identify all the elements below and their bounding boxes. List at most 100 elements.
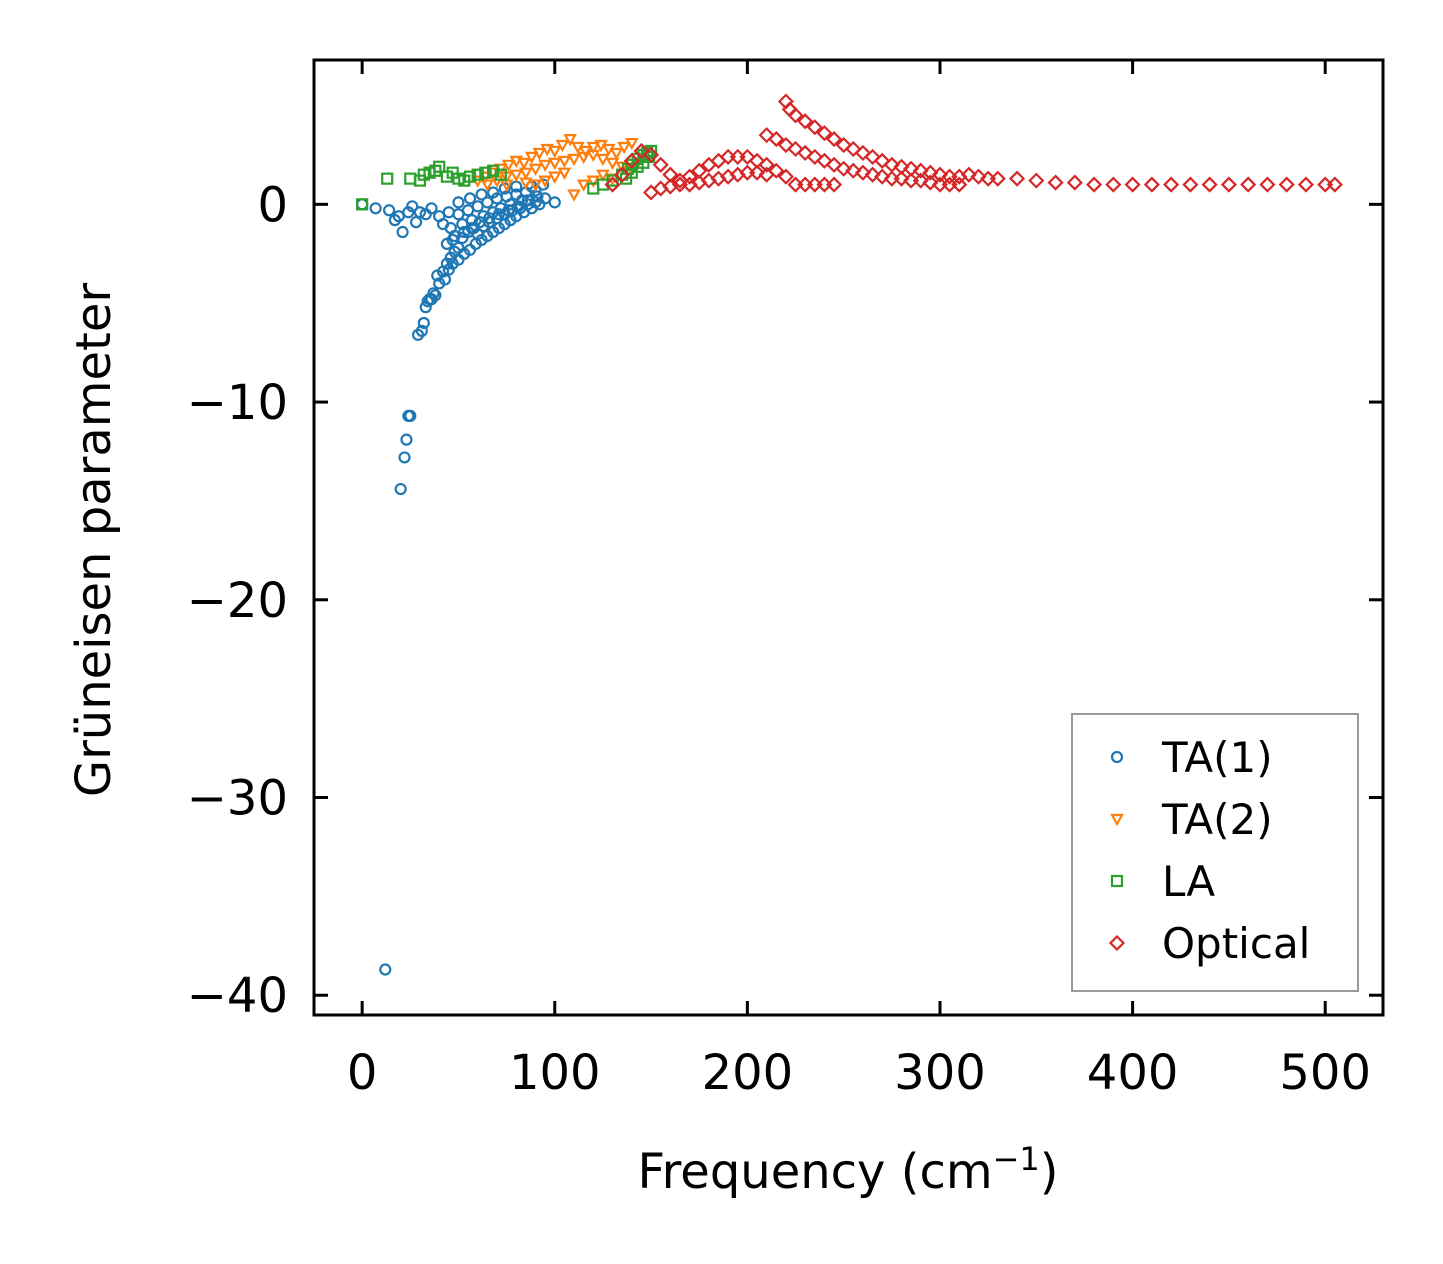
data-point	[413, 206, 427, 219]
data-point	[758, 166, 775, 183]
data-point	[1240, 176, 1257, 193]
data-point	[446, 257, 459, 270]
data-point	[442, 206, 455, 219]
data-point	[404, 172, 417, 185]
data-point	[989, 170, 1006, 187]
data-point	[960, 166, 977, 183]
axis-ticks: 0 100 200 300 400 500 0 −10 −20 −30 −40	[187, 60, 1383, 1101]
data-point	[797, 144, 814, 161]
y-tick-label: −40	[187, 968, 288, 1024]
data-point	[609, 147, 624, 161]
data-point	[681, 168, 698, 185]
series-optical	[604, 93, 1343, 201]
data-point	[433, 160, 446, 173]
data-point	[452, 208, 465, 221]
data-point	[1297, 176, 1315, 193]
data-point	[768, 131, 785, 148]
y-tick-label: −10	[187, 375, 288, 431]
data-point	[1220, 176, 1237, 193]
data-point	[816, 152, 833, 169]
data-point	[604, 176, 621, 193]
data-point	[396, 225, 409, 239]
x-tick-label: 500	[1279, 1045, 1371, 1101]
data-point	[845, 162, 862, 179]
data-point	[548, 196, 561, 209]
data-point	[586, 149, 601, 163]
data-point	[596, 169, 610, 182]
data-point	[893, 170, 910, 187]
series-ta-1	[356, 178, 561, 976]
data-point	[970, 168, 987, 185]
data-point	[739, 148, 756, 165]
data-point	[400, 433, 413, 446]
legend-marker-triangle-down	[1110, 813, 1124, 827]
data-point	[475, 188, 488, 201]
data-point	[501, 159, 516, 173]
data-point	[1182, 176, 1199, 193]
data-point	[806, 148, 823, 165]
data-point	[517, 157, 531, 171]
data-point	[912, 172, 929, 189]
data-point	[547, 145, 562, 159]
data-point	[748, 164, 766, 181]
data-point	[417, 316, 430, 330]
data-point	[567, 153, 581, 167]
data-point	[1086, 176, 1103, 193]
x-tick-label: 200	[702, 1045, 794, 1101]
data-point	[854, 144, 872, 161]
data-point	[777, 136, 794, 154]
data-point	[452, 196, 465, 209]
data-point	[465, 214, 479, 227]
data-point	[854, 164, 872, 181]
data-point	[633, 142, 650, 160]
data-point	[874, 152, 891, 169]
data-point	[787, 107, 804, 124]
data-point	[381, 172, 394, 185]
data-point	[1259, 176, 1276, 193]
data-point	[538, 159, 553, 173]
data-point	[494, 168, 507, 181]
data-point	[547, 157, 562, 171]
data-point	[463, 192, 477, 205]
data-point	[538, 175, 553, 188]
data-point	[816, 125, 833, 142]
legend-label: TA(2)	[1161, 795, 1273, 844]
data-point	[532, 147, 547, 161]
data-point	[845, 140, 862, 158]
legend-marker-diamond	[1108, 934, 1126, 952]
y-tick-label: 0	[257, 177, 288, 233]
data-point	[487, 186, 500, 199]
data-point	[498, 182, 511, 195]
data-point	[768, 162, 785, 179]
legend-label: LA	[1162, 857, 1215, 906]
data-point	[479, 166, 492, 179]
data-point	[519, 167, 533, 180]
data-point	[825, 131, 843, 148]
data-point	[864, 166, 881, 183]
data-point	[951, 176, 968, 193]
legend-item: TA(2)	[1110, 795, 1273, 844]
data-point	[922, 174, 939, 191]
x-tick-label: 100	[509, 1045, 601, 1101]
x-tick-label: 0	[347, 1045, 378, 1101]
data-point	[586, 141, 601, 155]
data-point	[797, 113, 814, 130]
data-point	[617, 141, 631, 155]
data-point	[406, 200, 419, 213]
data-point	[614, 166, 631, 183]
data-point	[874, 168, 891, 185]
data-point	[1278, 176, 1295, 193]
data-point	[1124, 176, 1141, 193]
data-point	[379, 963, 392, 976]
data-point	[931, 166, 949, 183]
data-point	[567, 189, 581, 202]
data-point	[480, 179, 495, 192]
data-point	[1028, 172, 1045, 189]
data-point	[806, 119, 823, 136]
data-point	[524, 151, 539, 165]
legend-label: Optical	[1162, 919, 1310, 968]
data-point	[555, 139, 570, 153]
y-axis-title: Grüneisen parameter	[66, 283, 122, 798]
data-point	[624, 137, 639, 151]
